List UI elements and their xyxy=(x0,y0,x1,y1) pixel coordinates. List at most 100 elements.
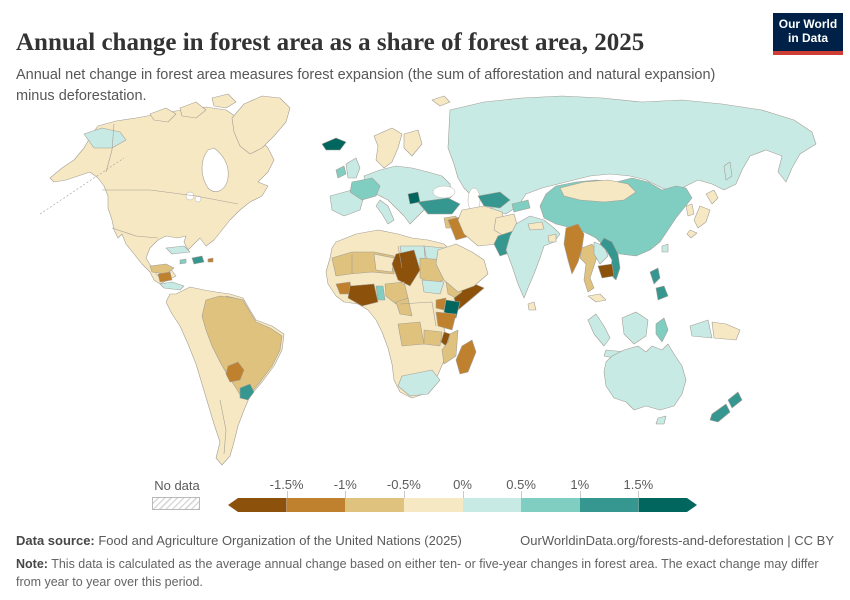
great-lakes xyxy=(185,191,195,201)
region-uzbekistan[interactable] xyxy=(477,191,511,209)
region-angola[interactable] xyxy=(397,321,425,347)
great-lakes-2 xyxy=(194,195,202,203)
region-zambia[interactable] xyxy=(423,329,443,347)
region-arctic-islands[interactable] xyxy=(149,93,237,123)
map-legend: No data -1.5% -1% -0.5% 0% 0.5% 1% 1.5% xyxy=(0,477,850,517)
region-japan[interactable] xyxy=(686,189,719,239)
region-philippines[interactable] xyxy=(649,267,669,301)
region-taiwan[interactable] xyxy=(661,243,669,253)
region-madagascar[interactable] xyxy=(455,339,477,375)
no-data-swatch[interactable] xyxy=(152,497,200,510)
legend-tick-line xyxy=(345,491,347,498)
region-sakhalin[interactable] xyxy=(723,161,733,181)
owid-link[interactable]: OurWorldinData.org/forests-and-deforesta… xyxy=(520,533,834,548)
legend-tick-line xyxy=(403,491,405,498)
no-data-label: No data xyxy=(154,478,200,493)
region-nicaragua[interactable] xyxy=(157,271,173,283)
legend-bin[interactable] xyxy=(579,498,639,512)
region-borneo[interactable] xyxy=(621,311,649,345)
legend-bin[interactable] xyxy=(345,498,404,512)
region-papua-new-guinea[interactable] xyxy=(711,321,741,341)
region-costa-rica-panama[interactable] xyxy=(159,281,185,291)
region-finland[interactable] xyxy=(403,129,423,157)
legend-tick-line xyxy=(638,491,640,498)
region-uruguay[interactable] xyxy=(239,383,255,401)
legend-tick-label: -1% xyxy=(333,477,357,492)
region-malaysia[interactable] xyxy=(587,293,607,303)
region-chukotka[interactable] xyxy=(83,127,127,149)
region-paraguay[interactable] xyxy=(225,361,245,383)
region-nepal[interactable] xyxy=(527,221,545,231)
note-row: Note: This data is calculated as the ave… xyxy=(16,555,834,591)
region-chad[interactable] xyxy=(391,249,421,287)
region-uk[interactable] xyxy=(345,157,361,179)
legend-bar-wrap: -1.5% -1% -0.5% 0% 0.5% 1% 1.5% xyxy=(228,477,697,513)
region-cote-divoire-ghana[interactable] xyxy=(347,283,379,307)
alaska-canada-border xyxy=(105,123,115,173)
region-brazil[interactable] xyxy=(201,295,283,399)
region-uganda[interactable] xyxy=(435,297,447,311)
region-myanmar[interactable] xyxy=(563,223,585,275)
legend-bin[interactable] xyxy=(521,498,580,512)
region-papua[interactable] xyxy=(689,319,713,339)
region-mongolia[interactable] xyxy=(559,179,637,203)
region-tanzania[interactable] xyxy=(435,311,457,331)
region-india[interactable] xyxy=(505,215,561,299)
owid-logo-line2: in Data xyxy=(787,31,828,45)
region-sulawesi[interactable] xyxy=(655,317,669,343)
region-jamaica[interactable] xyxy=(179,258,187,265)
region-sri-lanka[interactable] xyxy=(527,301,537,311)
region-kyrgyzstan-tajikistan[interactable] xyxy=(511,199,531,213)
legend-tick-line xyxy=(286,491,288,498)
legend-bin[interactable] xyxy=(403,498,463,512)
legend-no-data: No data xyxy=(152,478,202,510)
legend-tick-label: -0.5% xyxy=(386,477,421,492)
region-mozambique[interactable] xyxy=(441,329,459,365)
region-vietnam[interactable] xyxy=(599,237,621,281)
world-choropleth-map xyxy=(0,88,850,478)
region-cuba[interactable] xyxy=(165,245,191,255)
region-benin-togo[interactable] xyxy=(375,285,386,301)
owid-logo-line1: Our World xyxy=(778,17,838,32)
congo-border xyxy=(399,301,437,327)
region-iceland[interactable] xyxy=(321,137,347,151)
region-cambodia[interactable] xyxy=(597,263,615,279)
region-cameroon[interactable] xyxy=(395,297,413,317)
region-ireland[interactable] xyxy=(335,165,347,179)
chart-footer: Data source: Food and Agriculture Organi… xyxy=(16,533,834,591)
region-svalbard[interactable] xyxy=(431,95,451,107)
data-source-text: Data source: Food and Agriculture Organi… xyxy=(16,533,462,548)
sahara-border-2 xyxy=(397,245,403,269)
region-italy[interactable] xyxy=(375,199,395,225)
legend-color-bar xyxy=(228,498,697,512)
region-guatemala-honduras[interactable] xyxy=(149,263,175,275)
legend-tick-label: 1% xyxy=(570,477,590,492)
region-sumatra[interactable] xyxy=(587,313,611,347)
legend-bin[interactable] xyxy=(462,498,522,512)
data-source-label: Data source: xyxy=(16,533,95,548)
region-turkey[interactable] xyxy=(417,197,461,215)
aleutian-islands-line xyxy=(39,157,125,215)
region-australia[interactable] xyxy=(603,343,687,411)
region-tasmania[interactable] xyxy=(655,415,667,425)
region-hispaniola[interactable] xyxy=(191,255,205,265)
note-text: This data is calculated as the average a… xyxy=(16,557,819,590)
note-label: Note: xyxy=(16,557,48,571)
owid-logo[interactable]: Our World in Data xyxy=(773,13,843,55)
legend-bin[interactable] xyxy=(228,498,287,512)
legend-bin[interactable] xyxy=(286,498,346,512)
legend-bin[interactable] xyxy=(638,498,697,512)
region-norway-sweden[interactable] xyxy=(373,127,403,169)
region-south-africa[interactable] xyxy=(397,369,441,397)
region-south-sudan[interactable] xyxy=(421,279,445,295)
region-korea[interactable] xyxy=(685,203,695,217)
region-new-zealand[interactable] xyxy=(709,391,743,423)
region-france[interactable] xyxy=(349,177,381,201)
us-mexico-border xyxy=(111,227,159,239)
region-greenland[interactable] xyxy=(231,95,291,155)
region-saudi-arabia[interactable] xyxy=(435,243,489,293)
region-niger[interactable] xyxy=(373,253,395,273)
region-puerto-rico[interactable] xyxy=(207,257,214,263)
region-bangladesh[interactable] xyxy=(547,233,557,243)
